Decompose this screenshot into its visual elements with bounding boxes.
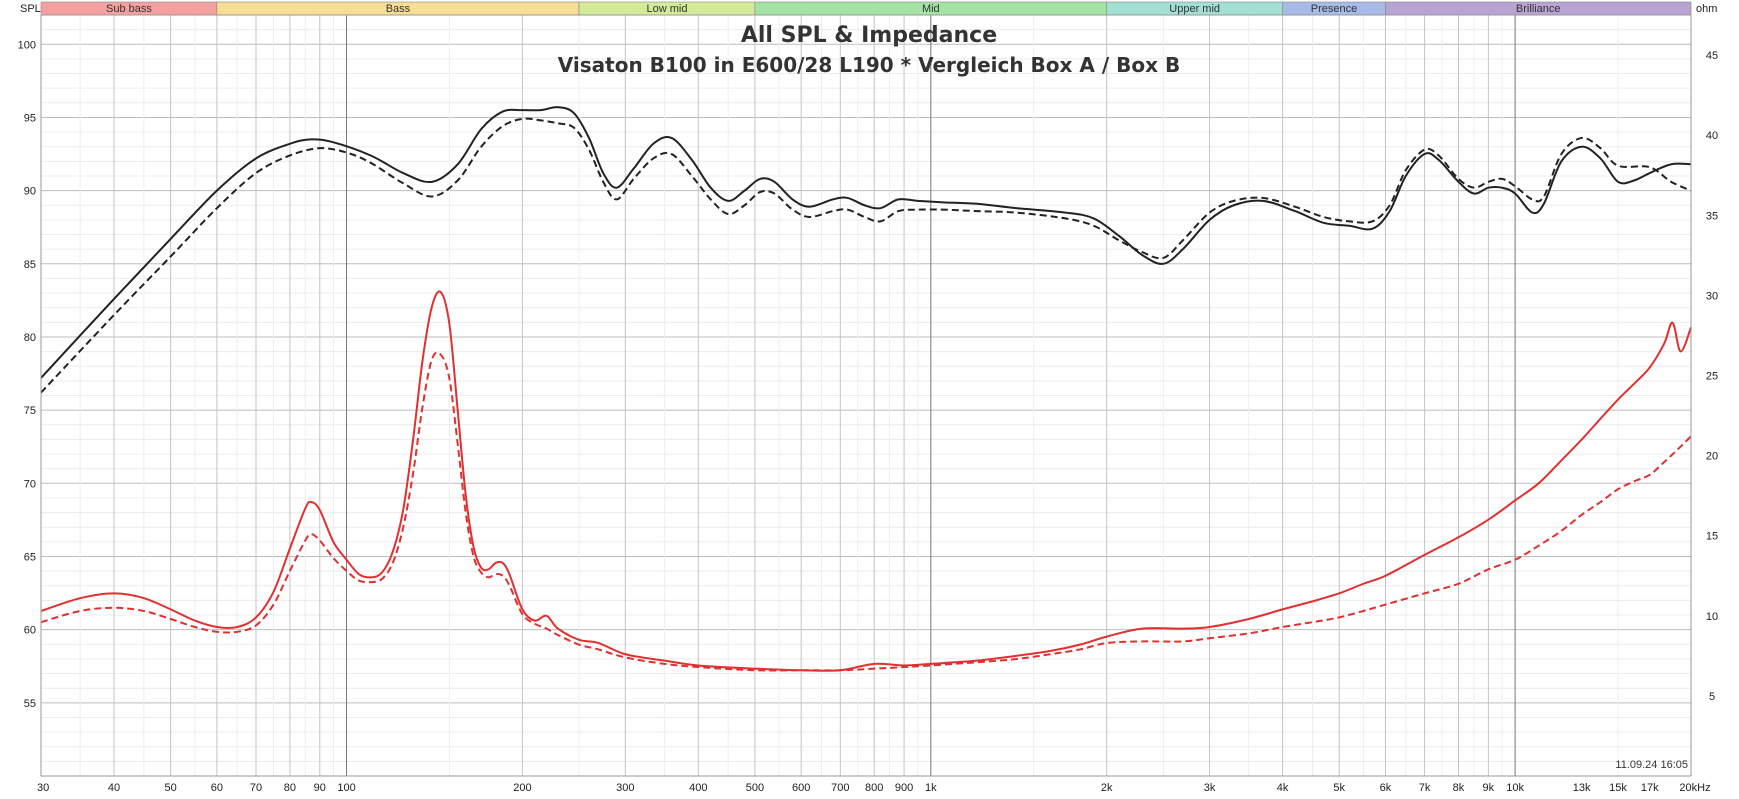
right-tick-label: 40	[1706, 130, 1718, 142]
band-label: Brilliance	[1516, 3, 1561, 15]
x-tick-label: 800	[865, 782, 883, 794]
spl-curve-dashed	[40, 117, 1692, 394]
x-tick-label: 400	[689, 782, 707, 794]
x-tick-label: 17k	[1641, 782, 1659, 794]
x-tick-label: 15k	[1609, 782, 1627, 794]
right-tick-label: 35	[1706, 210, 1718, 222]
curves	[40, 106, 1692, 672]
left-tick-label: 70	[24, 478, 36, 490]
x-tick-label: 1k	[925, 782, 937, 794]
timestamp: 11.09.24 16:05	[1615, 759, 1688, 771]
band-label: Bass	[386, 3, 411, 15]
right-tick-label: 45	[1706, 50, 1718, 62]
x-tick-label: 700	[831, 782, 849, 794]
impedance-curve-dashed	[40, 351, 1692, 672]
x-tick-label: 200	[513, 782, 531, 794]
x-tick-label: 500	[746, 782, 764, 794]
x-axis-ticks: 30 40 50 60 70 80 90 100 200 300 400 500 600 700 800 90…	[37, 782, 1711, 794]
right-tick-label: 5	[1709, 691, 1715, 703]
x-tick-label: 5k	[1333, 782, 1345, 794]
left-tick-label: 75	[24, 405, 36, 417]
x-tick-label: 90	[314, 782, 326, 794]
x-tick-label: 80	[284, 782, 296, 794]
right-tick-label: 30	[1706, 290, 1718, 302]
band-label: Upper mid	[1169, 3, 1220, 15]
right-tick-label: 20	[1706, 451, 1718, 463]
x-tick-label: 9k	[1483, 782, 1495, 794]
x-tick-label: 50	[165, 782, 177, 794]
band-label: Presence	[1311, 3, 1357, 15]
left-tick-label: 95	[24, 112, 36, 124]
left-axis-ticks: 55 60 65 70 75 80 85 90 95 100	[18, 39, 36, 710]
x-tick-label: 60	[211, 782, 223, 794]
x-tick-label: 70	[250, 782, 262, 794]
left-tick-label: 100	[18, 39, 36, 51]
band-label: Low mid	[646, 3, 687, 15]
frequency-bands: Sub bass Bass Low mid Mid Upper mid Presence B…	[40, 1, 1692, 16]
x-tick-label: 2k	[1101, 782, 1113, 794]
grid	[41, 14, 1691, 777]
left-tick-label: 90	[24, 186, 36, 198]
right-axis-ticks: 5 10 15 20 25 30 35 40 45	[1706, 50, 1718, 703]
x-tick-label: 20kHz	[1679, 782, 1710, 794]
x-tick-label: 7k	[1419, 782, 1431, 794]
x-tick-label: 40	[108, 782, 120, 794]
left-tick-label: 85	[24, 259, 36, 271]
band-label: Sub bass	[106, 3, 152, 15]
plot-frame	[40, 14, 1692, 777]
band-label: Mid	[922, 3, 940, 15]
left-tick-label: 80	[24, 332, 36, 344]
x-tick-label: 13k	[1573, 782, 1591, 794]
spl-curve-solid	[40, 106, 1692, 379]
x-tick-label: 10k	[1506, 782, 1524, 794]
chart-title: All SPL & Impedance	[741, 23, 997, 48]
right-tick-label: 25	[1706, 370, 1718, 382]
x-tick-label: 300	[616, 782, 634, 794]
x-tick-label: 4k	[1277, 782, 1289, 794]
left-tick-label: 65	[24, 551, 36, 563]
left-tick-label: 55	[24, 698, 36, 710]
chart-subtitle: Visaton B100 in E600/28 L190 * Vergleich…	[558, 53, 1180, 77]
left-axis-label: SPL	[20, 3, 41, 15]
x-tick-label: 900	[895, 782, 913, 794]
right-axis-label: ohm	[1696, 3, 1717, 15]
right-tick-label: 15	[1706, 531, 1718, 543]
x-tick-label: 30	[37, 782, 49, 794]
x-tick-label: 3k	[1204, 782, 1216, 794]
right-tick-label: 10	[1706, 611, 1718, 623]
left-tick-label: 60	[24, 625, 36, 637]
x-tick-label: 600	[792, 782, 810, 794]
x-tick-label: 100	[337, 782, 355, 794]
x-tick-label: 6k	[1380, 782, 1392, 794]
x-tick-label: 8k	[1453, 782, 1465, 794]
impedance-curve-solid	[40, 290, 1692, 672]
